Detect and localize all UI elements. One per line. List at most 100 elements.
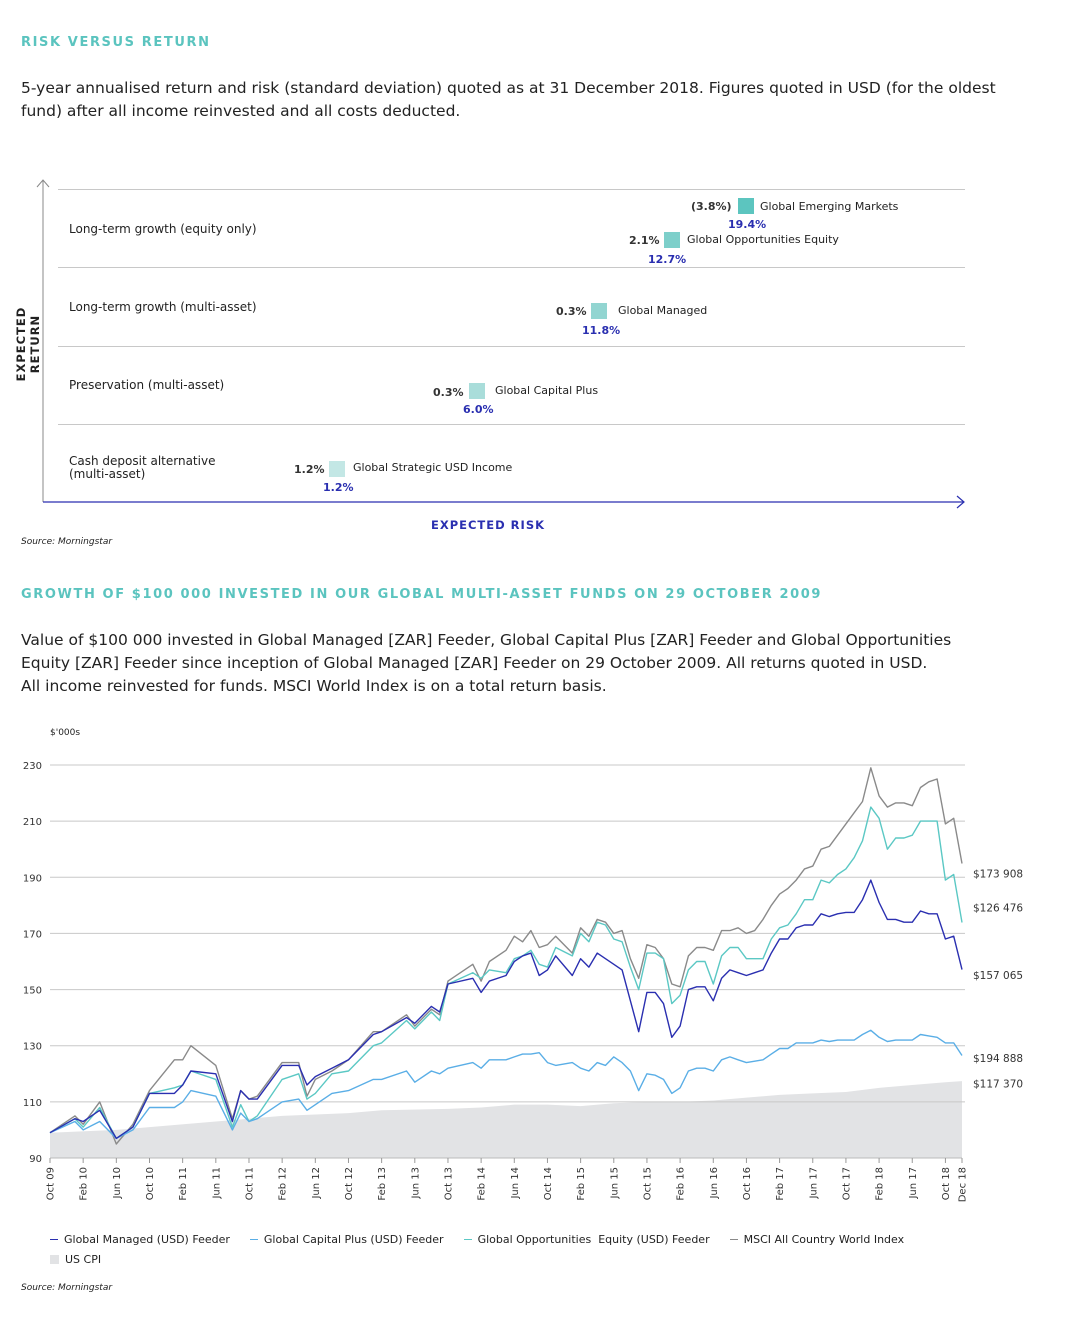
legend-label: US CPI — [65, 1253, 102, 1266]
x-tick-label: Jun 16 — [709, 1167, 720, 1200]
y-tick-label: 210 — [23, 817, 42, 828]
y-tick-label: 90 — [29, 1154, 42, 1165]
x-tick-label: Jun 13 — [410, 1167, 421, 1200]
risk-axes — [36, 179, 965, 509]
intro-line: Value of $100 000 invested in Global Man… — [21, 631, 952, 649]
growth-intro: Value of $100 000 invested in Global Man… — [21, 629, 1021, 698]
risk-source: Source: Morningstar — [21, 537, 113, 547]
y-tick-label: 170 — [23, 929, 42, 940]
row-label: Long-term growth (multi-asset) — [69, 300, 257, 314]
y-tick-label: 150 — [23, 986, 42, 997]
legend-item: MSCI All Country World Index — [729, 1233, 905, 1246]
x-tick-label: Feb 17 — [775, 1167, 786, 1201]
x-tick-label: Oct 16 — [742, 1167, 753, 1200]
x-tick-label: Feb 14 — [477, 1167, 488, 1201]
x-tick-label: Oct 09 — [46, 1167, 57, 1200]
y-axis-title: EXPECTED RETURN — [14, 306, 42, 382]
growth-chart: 90 110 130 150 170 190 210 230 Oct 09 Feb 10 Jun 1… — [23, 761, 1024, 1202]
x-tick-label: Oct 10 — [145, 1167, 156, 1200]
x-tick-label: Feb 11 — [178, 1167, 189, 1201]
series-line-1 — [49, 1029, 963, 1140]
x-tick-label: Oct 13 — [443, 1167, 454, 1200]
y-axis-arrow-icon — [36, 179, 50, 188]
legend-item: US CPI — [50, 1253, 950, 1266]
risk-intro: 5-year annualised return and risk (stand… — [21, 79, 996, 120]
legend-label: Global Capital Plus (USD) Feeder — [263, 1233, 444, 1246]
end-value-label: $117 370 — [973, 1078, 1023, 1090]
y-tick-label: 130 — [23, 1042, 42, 1053]
return-value: 1.2% — [294, 463, 325, 476]
risk-value: 6.0% — [463, 403, 494, 416]
x-tick-label: Jun 15 — [609, 1167, 620, 1200]
x-tick-label: Jun 17 — [808, 1167, 819, 1200]
row-label: Preservation (multi-asset) — [69, 378, 225, 392]
end-value-label: $157 065 — [973, 970, 1023, 982]
y-tick-label: 110 — [23, 1098, 42, 1109]
series-line-3 — [49, 767, 963, 1145]
fund-square — [738, 198, 754, 214]
fund-square — [469, 383, 485, 399]
return-value: 2.1% — [629, 234, 660, 247]
row-divider — [58, 189, 965, 190]
series-line-2 — [49, 806, 963, 1140]
x-tick-label: Feb 15 — [576, 1167, 587, 1201]
cpi-area — [50, 1081, 962, 1158]
legend-label: Global Opportunities Equity (USD) Feeder — [477, 1233, 710, 1246]
row-label: Long-term growth (equity only) — [69, 222, 257, 236]
x-axis-title: EXPECTED RISK — [430, 518, 546, 532]
fund-square — [591, 303, 607, 319]
x-tick-label: Jun 11 — [211, 1167, 222, 1200]
x-tick-label: Dec 18 — [958, 1167, 969, 1202]
end-value-label: $126 476 — [973, 903, 1023, 915]
row-divider — [58, 424, 965, 425]
end-value-label: $173 908 — [973, 868, 1023, 880]
x-tick-label: Feb 16 — [676, 1167, 687, 1201]
y-tick-label: 190 — [23, 873, 42, 884]
risk-value: 19.4% — [728, 218, 767, 231]
legend-item: Global Capital Plus (USD) Feeder — [249, 1233, 444, 1246]
intro-line: Equity [ZAR] Feeder since inception of G… — [21, 654, 928, 672]
x-tick-label: Oct 14 — [543, 1167, 554, 1200]
legend-item: Global Managed (USD) Feeder — [50, 1233, 230, 1246]
x-tick-label: Oct 15 — [642, 1167, 653, 1200]
row-label: Cash deposit alternative (multi-asset) — [69, 454, 216, 481]
x-tick-label: Oct 11 — [244, 1167, 255, 1200]
row-divider — [58, 346, 965, 347]
risk-value: 12.7% — [648, 253, 687, 266]
legend-swatch — [50, 1255, 59, 1264]
fund-name: Global Strategic USD Income — [353, 461, 513, 474]
series-line-0 — [49, 879, 963, 1140]
x-tick-label: Jun 17 — [908, 1167, 919, 1200]
fund-square — [329, 461, 345, 477]
growth-source: Source: Morningstar — [21, 1283, 113, 1293]
x-tick-label: Oct 18 — [941, 1167, 952, 1200]
fund-name: Global Opportunities Equity — [687, 233, 839, 246]
fund-name: Global Capital Plus — [495, 384, 599, 397]
legend-swatch — [249, 1238, 258, 1241]
y-axis-unit: $'000s — [50, 728, 81, 738]
risk-value: 1.2% — [323, 481, 354, 494]
legend-swatch — [463, 1238, 472, 1241]
legend-swatch — [50, 1238, 58, 1241]
x-tick-label: Oct 12 — [344, 1167, 355, 1200]
x-tick-label: Jun 12 — [311, 1167, 322, 1200]
legend-swatch — [729, 1238, 738, 1241]
x-tick-label: Feb 13 — [377, 1167, 388, 1201]
x-tick-label: Feb 12 — [278, 1167, 289, 1201]
risk-heading: RISK VERSUS RETURN — [21, 35, 211, 50]
return-value: 0.3% — [433, 386, 464, 399]
x-tick-label: Feb 18 — [875, 1167, 886, 1201]
legend-label: MSCI All Country World Index — [743, 1233, 905, 1246]
fund-name: Global Emerging Markets — [760, 200, 899, 213]
x-tick-label: Jun 10 — [112, 1167, 123, 1200]
end-value-label: $194 888 — [973, 1053, 1023, 1065]
return-value: (3.8%) — [691, 200, 732, 213]
intro-line: All income reinvested for funds. MSCI Wo… — [21, 677, 607, 695]
fund-name: Global Managed — [618, 304, 708, 317]
row-divider — [58, 267, 965, 268]
risk-value: 11.8% — [582, 324, 621, 337]
growth-heading: GROWTH OF $100 000 INVESTED IN OUR GLOBA… — [21, 587, 823, 602]
y-tick-label: 230 — [23, 761, 42, 772]
x-tick-label: Oct 17 — [841, 1167, 852, 1200]
legend-item: Global Opportunities Equity (USD) Feeder — [463, 1233, 710, 1246]
